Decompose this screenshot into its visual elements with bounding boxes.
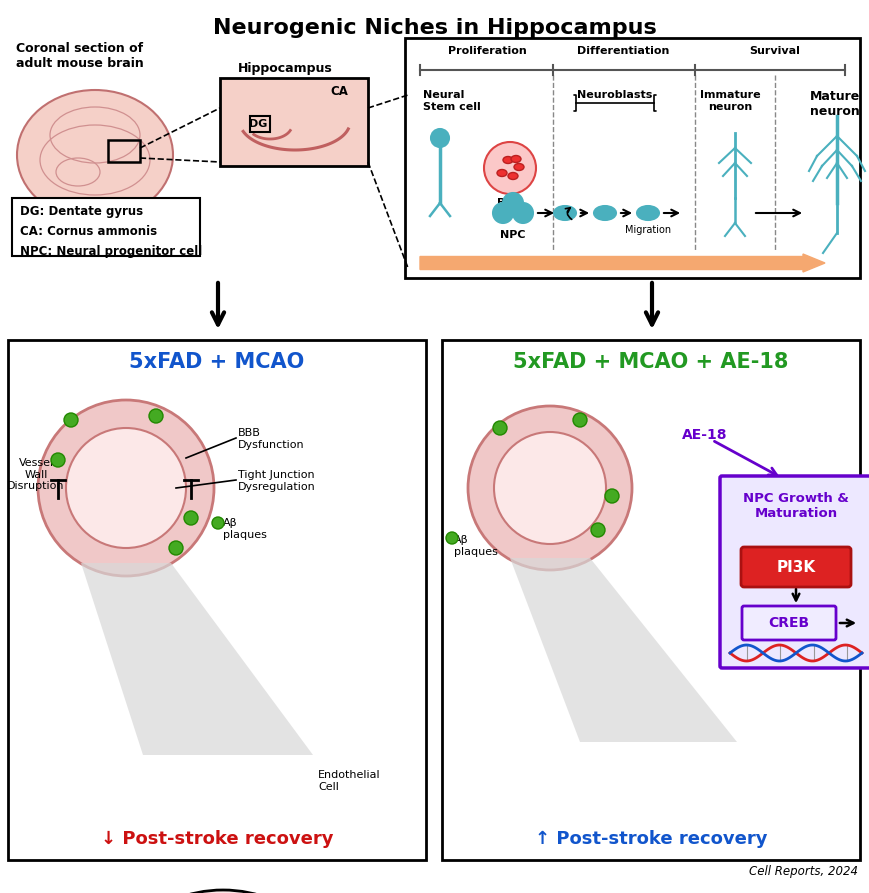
Polygon shape	[81, 563, 313, 755]
Circle shape	[149, 409, 163, 423]
Circle shape	[494, 432, 606, 544]
FancyBboxPatch shape	[741, 606, 835, 640]
Text: Coronal section of
adult mouse brain: Coronal section of adult mouse brain	[17, 42, 143, 70]
Ellipse shape	[554, 206, 575, 220]
Text: CA: CA	[329, 85, 348, 98]
Circle shape	[468, 406, 631, 570]
Text: Aβ
plaques: Aβ plaques	[222, 518, 267, 539]
FancyBboxPatch shape	[8, 340, 426, 860]
Text: Vessel
Wall
Disruption: Vessel Wall Disruption	[7, 458, 64, 491]
Text: AE-18: AE-18	[681, 428, 726, 442]
Text: 5xFAD + MCAO: 5xFAD + MCAO	[129, 352, 304, 372]
FancyBboxPatch shape	[220, 78, 368, 166]
Circle shape	[604, 489, 618, 503]
Circle shape	[483, 142, 535, 194]
Text: Neural
Stem cell: Neural Stem cell	[422, 90, 481, 112]
Ellipse shape	[502, 156, 513, 163]
FancyBboxPatch shape	[12, 198, 200, 256]
Text: BBB: BBB	[497, 198, 522, 208]
Text: ↓ Post-stroke recovery: ↓ Post-stroke recovery	[101, 830, 333, 848]
Circle shape	[38, 400, 214, 576]
Circle shape	[502, 193, 522, 213]
Circle shape	[513, 203, 533, 223]
Ellipse shape	[514, 163, 523, 171]
Ellipse shape	[496, 170, 507, 177]
Text: Proliferation: Proliferation	[448, 46, 526, 56]
Text: Hippocampus: Hippocampus	[238, 62, 332, 75]
Ellipse shape	[594, 206, 615, 220]
Circle shape	[212, 517, 223, 529]
Circle shape	[51, 453, 65, 467]
Circle shape	[446, 532, 457, 544]
Circle shape	[493, 421, 507, 435]
Circle shape	[66, 428, 186, 548]
Circle shape	[93, 890, 353, 893]
Text: Migration: Migration	[624, 225, 670, 235]
Text: DG: Dentate gyrus
CA: Cornus ammonis
NPC: Neural progenitor cell: DG: Dentate gyrus CA: Cornus ammonis NPC…	[20, 205, 202, 258]
Text: Mature
neuron: Mature neuron	[809, 90, 859, 118]
Ellipse shape	[507, 172, 517, 179]
Text: 5xFAD + MCAO + AE-18: 5xFAD + MCAO + AE-18	[513, 352, 788, 372]
Text: CREB: CREB	[767, 616, 809, 630]
Circle shape	[493, 203, 513, 223]
Text: Neuroblasts: Neuroblasts	[577, 90, 652, 100]
FancyBboxPatch shape	[720, 476, 869, 668]
Circle shape	[183, 511, 198, 525]
Polygon shape	[509, 558, 736, 742]
Circle shape	[169, 541, 182, 555]
Text: ↑ Post-stroke recovery: ↑ Post-stroke recovery	[534, 830, 766, 848]
Circle shape	[430, 129, 448, 147]
Text: Cell Reports, 2024: Cell Reports, 2024	[748, 865, 857, 878]
Text: NPC: NPC	[500, 230, 525, 240]
Text: BBB
Dysfunction: BBB Dysfunction	[238, 428, 304, 449]
Text: Aβ
plaques: Aβ plaques	[454, 535, 497, 556]
Text: Neurogenic Niches in Hippocampus: Neurogenic Niches in Hippocampus	[213, 18, 656, 38]
Text: Tight Junction
Dysregulation: Tight Junction Dysregulation	[238, 470, 315, 492]
Text: Survival: Survival	[749, 46, 799, 56]
Ellipse shape	[636, 206, 658, 220]
Ellipse shape	[510, 155, 521, 163]
Circle shape	[64, 413, 78, 427]
Ellipse shape	[17, 90, 173, 220]
FancyBboxPatch shape	[405, 38, 859, 278]
Text: DG: DG	[249, 119, 267, 129]
Text: Immature
neuron: Immature neuron	[699, 90, 760, 112]
Circle shape	[573, 413, 587, 427]
Text: PI3K: PI3K	[775, 560, 814, 574]
Text: Endothelial
Cell: Endothelial Cell	[318, 770, 381, 791]
FancyBboxPatch shape	[441, 340, 859, 860]
Text: Differentiation: Differentiation	[576, 46, 668, 56]
Text: NPC Growth &
Maturation: NPC Growth & Maturation	[742, 492, 848, 520]
FancyArrow shape	[420, 254, 824, 272]
FancyBboxPatch shape	[740, 547, 850, 587]
Circle shape	[590, 523, 604, 537]
